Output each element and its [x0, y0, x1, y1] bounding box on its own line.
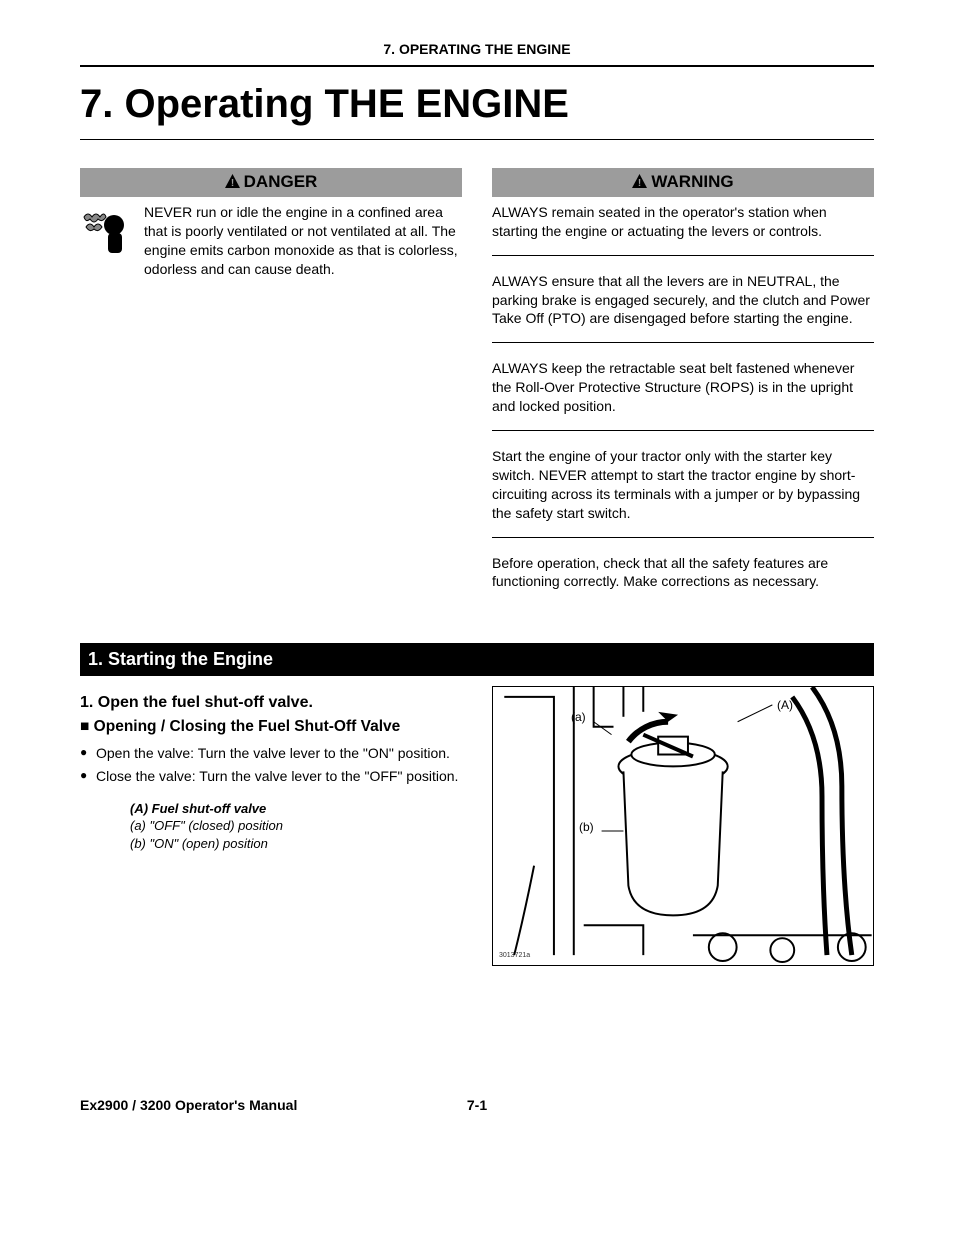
section-bar: 1. Starting the Engine	[80, 643, 874, 675]
warning-label: WARNING	[651, 171, 733, 194]
step-columns: 1. Open the fuel shut-off valve. Opening…	[80, 686, 874, 966]
fumes-icon	[80, 203, 134, 257]
danger-content: NEVER run or idle the engine in a confin…	[80, 203, 462, 279]
footer-manual-title: Ex2900 / 3200 Operator's Manual	[80, 1096, 297, 1115]
danger-column: ! DANGER NEVER run or idle the engine in…	[80, 168, 462, 605]
step-heading: 1. Open the fuel shut-off valve.	[80, 692, 462, 714]
legend-b: (b) "ON" (open) position	[130, 835, 462, 853]
step-left: 1. Open the fuel shut-off valve. Opening…	[80, 686, 462, 966]
svg-text:!: !	[230, 178, 233, 188]
step-right: (A) (a) (b) 3013721a	[492, 686, 874, 966]
bullet-list: Open the valve: Turn the valve lever to …	[80, 744, 462, 786]
alert-triangle-icon: !	[632, 174, 647, 191]
warning-rule-0	[492, 255, 874, 256]
danger-label: DANGER	[244, 171, 318, 194]
legend-main: (A) Fuel shut-off valve	[130, 800, 462, 818]
legend-a: (a) "OFF" (closed) position	[130, 817, 462, 835]
warning-bar: ! WARNING	[492, 168, 874, 197]
sub-heading: Opening / Closing the Fuel Shut-Off Valv…	[80, 717, 462, 738]
chapter-title: 7. Operating THE ENGINE	[80, 77, 874, 131]
danger-text: NEVER run or idle the engine in a confin…	[144, 204, 458, 277]
diagram-code: 3013721a	[499, 951, 530, 960]
warning-para-0: ALWAYS remain seated in the operator's s…	[492, 203, 874, 241]
warning-rule-3	[492, 537, 874, 538]
warning-para-3: Start the engine of your tractor only wi…	[492, 447, 874, 523]
head-rule	[80, 65, 874, 67]
warning-para-4: Before operation, check that all the saf…	[492, 554, 874, 592]
warning-rule-2	[492, 430, 874, 431]
running-head: 7. OPERATING THE ENGINE	[80, 40, 874, 59]
warning-column: ! WARNING ALWAYS remain seated in the op…	[492, 168, 874, 605]
fuel-valve-diagram: (A) (a) (b) 3013721a	[492, 686, 874, 966]
danger-text-wrap: NEVER run or idle the engine in a confin…	[144, 203, 462, 279]
list-item: Open the valve: Turn the valve lever to …	[80, 744, 462, 763]
footer-right-spacer	[870, 1096, 874, 1115]
diagram-label-A: (A)	[777, 697, 793, 713]
alert-columns: ! DANGER NEVER run or idle the engine in…	[80, 168, 874, 605]
warning-rule-1	[492, 342, 874, 343]
diagram-label-a: (a)	[571, 709, 586, 725]
footer-page-number: 7-1	[467, 1096, 487, 1115]
svg-text:!: !	[638, 178, 641, 188]
danger-bar: ! DANGER	[80, 168, 462, 197]
diagram-label-b: (b)	[579, 819, 594, 835]
list-item: Close the valve: Turn the valve lever to…	[80, 767, 462, 786]
alert-triangle-icon: !	[225, 174, 240, 191]
page-footer: Ex2900 / 3200 Operator's Manual 7-1	[80, 1096, 874, 1115]
chapter-rule	[80, 139, 874, 140]
warning-para-1: ALWAYS ensure that all the levers are in…	[492, 272, 874, 329]
figure-legend: (A) Fuel shut-off valve (a) "OFF" (close…	[130, 800, 462, 853]
warning-para-2: ALWAYS keep the retractable seat belt fa…	[492, 359, 874, 416]
